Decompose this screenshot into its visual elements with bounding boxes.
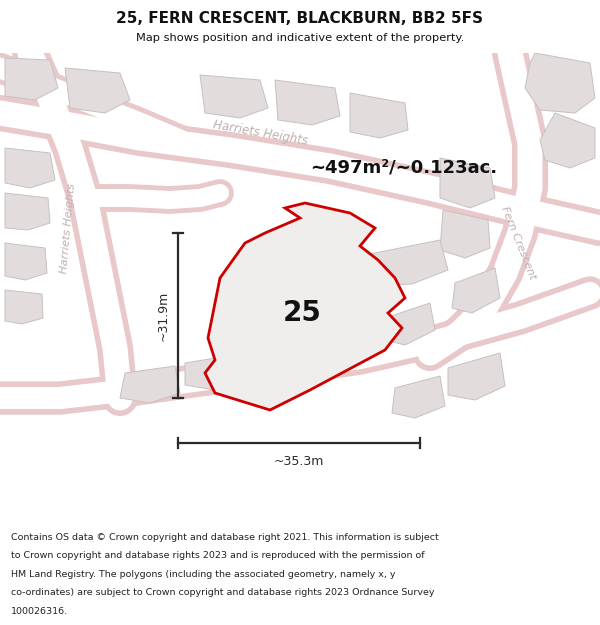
Polygon shape [65, 68, 130, 113]
Polygon shape [255, 258, 355, 303]
Polygon shape [452, 268, 500, 313]
Polygon shape [5, 243, 47, 280]
Polygon shape [540, 113, 595, 168]
Polygon shape [322, 324, 380, 362]
Polygon shape [200, 75, 268, 118]
Polygon shape [440, 210, 490, 258]
Text: HM Land Registry. The polygons (including the associated geometry, namely x, y: HM Land Registry. The polygons (includin… [11, 570, 395, 579]
Text: 25, FERN CRESCENT, BLACKBURN, BB2 5FS: 25, FERN CRESCENT, BLACKBURN, BB2 5FS [116, 11, 484, 26]
Polygon shape [185, 354, 245, 390]
Polygon shape [525, 53, 595, 113]
Polygon shape [5, 58, 58, 100]
Text: co-ordinates) are subject to Crown copyright and database rights 2023 Ordnance S: co-ordinates) are subject to Crown copyr… [11, 588, 434, 597]
Polygon shape [5, 290, 43, 324]
Polygon shape [392, 376, 445, 418]
Text: Harriets Heights: Harriets Heights [212, 118, 308, 148]
Text: to Crown copyright and database rights 2023 and is reproduced with the permissio: to Crown copyright and database rights 2… [11, 551, 424, 560]
Text: Contains OS data © Crown copyright and database right 2021. This information is : Contains OS data © Crown copyright and d… [11, 533, 439, 542]
Text: Map shows position and indicative extent of the property.: Map shows position and indicative extent… [136, 34, 464, 44]
Polygon shape [385, 303, 435, 345]
Text: ~35.3m: ~35.3m [274, 455, 324, 468]
Polygon shape [252, 340, 315, 378]
Polygon shape [5, 193, 50, 230]
Polygon shape [448, 353, 505, 400]
Polygon shape [120, 366, 180, 403]
Polygon shape [350, 93, 408, 138]
Text: ~497m²/~0.123ac.: ~497m²/~0.123ac. [310, 159, 497, 177]
Polygon shape [275, 80, 340, 125]
Text: Fern Crescent: Fern Crescent [499, 205, 537, 281]
Text: Harriets Heights: Harriets Heights [59, 182, 77, 274]
Polygon shape [205, 203, 405, 410]
Polygon shape [440, 158, 495, 208]
Text: ~31.9m: ~31.9m [157, 291, 170, 341]
Polygon shape [5, 148, 55, 188]
Polygon shape [360, 240, 448, 286]
Text: 100026316.: 100026316. [11, 607, 68, 616]
Text: 25: 25 [283, 299, 322, 327]
